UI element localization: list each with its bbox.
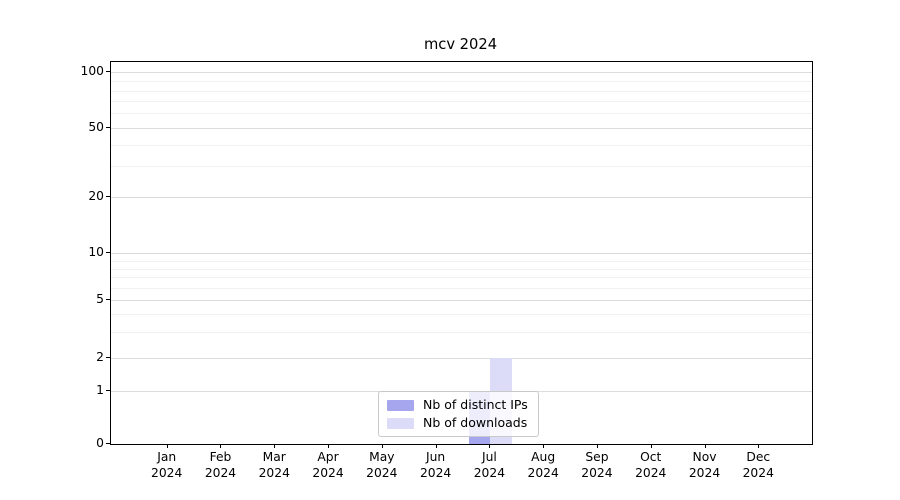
month-label: Nov [692, 450, 717, 464]
x-axis-tick [758, 444, 760, 448]
month-label: Aug [531, 450, 556, 464]
month-label: Dec [746, 450, 771, 464]
year-label: 2024 [635, 465, 667, 480]
y-axis-tick-label: 100 [80, 64, 104, 78]
minor-grid-line [111, 144, 812, 146]
month-label: Jul [481, 450, 497, 464]
y-axis-tick-label: 1 [96, 383, 104, 397]
month-label: Feb [209, 450, 232, 464]
year-label: 2024 [688, 465, 721, 480]
x-axis-tick-label: Sep 2024 [569, 450, 625, 481]
x-axis-tick [435, 444, 437, 448]
minor-grid-line [111, 277, 812, 279]
major-grid-line [111, 197, 812, 198]
x-axis-tick [650, 444, 652, 448]
month-label: Sep [585, 450, 609, 464]
minor-grid-line [111, 260, 812, 262]
x-axis-tick-label: Dec 2024 [730, 450, 786, 481]
y-axis-tick [106, 251, 110, 253]
x-axis-tick-label: Jan 2024 [139, 450, 195, 481]
x-axis-tick-label: Jul 2024 [461, 450, 517, 481]
major-grid-line [111, 300, 812, 302]
year-label: 2024 [527, 465, 559, 480]
y-axis-tick [106, 71, 110, 72]
month-label: Mar [262, 450, 286, 464]
y-axis-tick [106, 356, 110, 358]
legend-label-distinct-ips: Nb of distinct IPs [423, 397, 528, 412]
year-label: 2024 [419, 465, 452, 480]
downloads-swatch-icon [387, 417, 414, 429]
y-axis-tick [106, 443, 110, 444]
x-axis-tick-label: Nov 2024 [677, 450, 733, 481]
plot-area [110, 61, 813, 445]
x-axis-tick-label: Oct 2024 [623, 450, 679, 481]
major-grid-line [111, 252, 812, 254]
minor-grid-line [111, 314, 812, 316]
year-label: 2024 [473, 465, 506, 480]
minor-grid-line [111, 81, 812, 83]
minor-grid-line [111, 268, 812, 270]
minor-grid-line [111, 113, 812, 115]
month-label: Oct [640, 450, 662, 464]
y-axis-tick-label: 10 [88, 244, 104, 259]
y-axis-tick [106, 299, 110, 301]
year-label: 2024 [151, 465, 183, 480]
x-axis-tick-label: May 2024 [354, 450, 410, 481]
legend-item-downloads: Nb of downloads [387, 416, 528, 430]
major-grid-line [111, 357, 812, 359]
year-label: 2024 [258, 465, 290, 480]
major-grid-line [111, 127, 812, 129]
chart-title: mcv 2024 [423, 36, 498, 53]
minor-grid-line [111, 287, 812, 289]
x-axis-tick [328, 444, 330, 448]
y-axis-tick-label: 50 [88, 119, 104, 134]
y-axis-tick-label: 2 [96, 349, 104, 364]
x-axis-tick [489, 444, 491, 448]
x-axis-tick [381, 444, 383, 448]
x-axis-tick [704, 444, 706, 448]
minor-grid-line [111, 100, 812, 102]
year-label: 2024 [366, 465, 398, 480]
month-label: Jun [425, 450, 446, 464]
y-axis-tick [106, 390, 110, 391]
x-axis-tick-label: Jun 2024 [408, 450, 464, 481]
y-axis-tick [106, 126, 110, 128]
x-axis-tick-label: Apr 2024 [300, 450, 356, 481]
legend-label-downloads: Nb of downloads [423, 415, 528, 430]
x-axis-tick-label: Aug 2024 [515, 450, 571, 481]
distinct-ips-swatch-icon [387, 399, 414, 411]
month-label: Jan [157, 450, 177, 464]
legend-item-distinct-ips: Nb of distinct IPs [387, 398, 528, 412]
month-label: May [369, 450, 395, 464]
x-axis-tick [274, 444, 276, 448]
legend: Nb of distinct IPs Nb of downloads [378, 391, 539, 437]
year-label: 2024 [312, 465, 344, 480]
minor-grid-line [111, 332, 812, 334]
y-axis-tick-label: 0 [96, 436, 104, 450]
minor-grid-line [111, 166, 812, 168]
x-axis-tick [220, 444, 222, 448]
year-label: 2024 [204, 465, 237, 480]
x-axis-tick-label: Feb 2024 [192, 450, 248, 481]
minor-grid-line [111, 90, 812, 92]
y-axis-tick-label: 5 [96, 292, 104, 307]
year-label: 2024 [581, 465, 613, 480]
x-axis-tick-label: Mar 2024 [246, 450, 302, 481]
x-axis-tick [166, 444, 168, 448]
x-axis-tick [596, 444, 598, 448]
major-grid-line [111, 72, 812, 73]
y-axis-tick-label: 20 [88, 189, 104, 203]
x-axis-tick [543, 444, 545, 448]
y-axis-tick [106, 196, 110, 197]
year-label: 2024 [742, 465, 774, 480]
month-label: Apr [317, 450, 339, 464]
